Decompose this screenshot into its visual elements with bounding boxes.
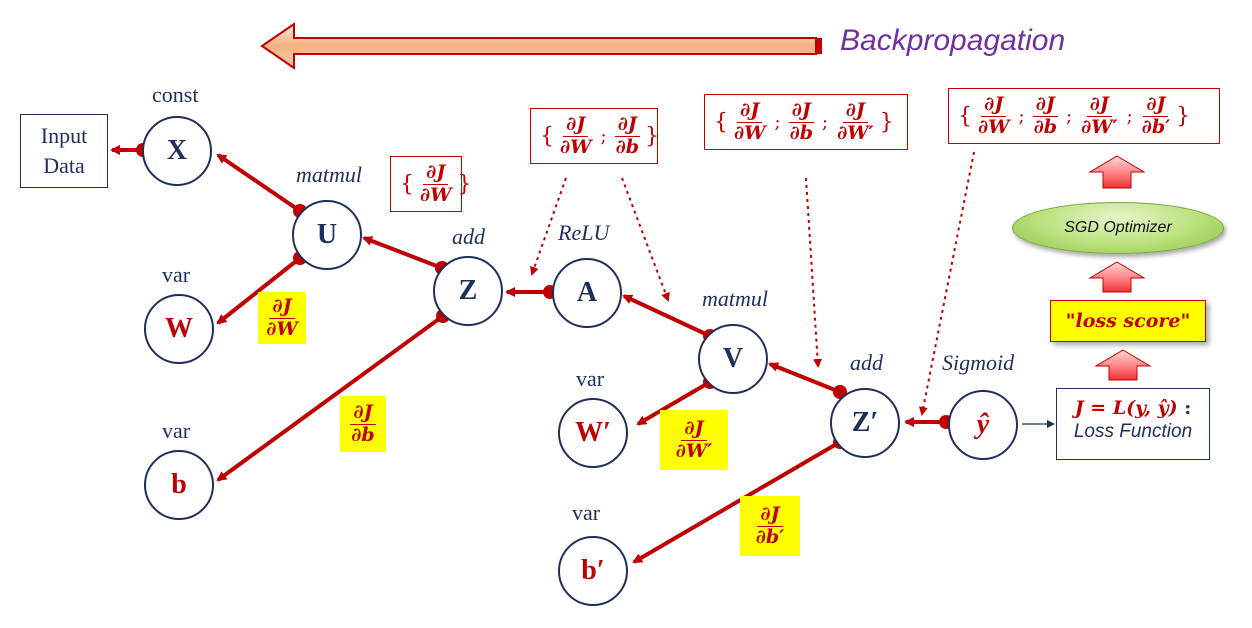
grad-set-a-term-0: ∂J ∂W: [560, 112, 592, 158]
node-b: b: [144, 450, 214, 520]
grad-set-top-term-3: ∂J ∂b′: [1141, 92, 1171, 138]
node-v: V: [698, 324, 768, 394]
edge-z-u: [362, 236, 443, 270]
grad-set-z2-term-1: ∂J ∂b: [788, 98, 814, 144]
node-b-label: var: [162, 418, 191, 443]
loss-function-name: Loss Function: [1073, 421, 1193, 442]
input-data-line2: Data: [43, 153, 85, 178]
grad-set-top-term-0: ∂J ∂W: [978, 92, 1010, 138]
grad-set-u-open: {: [400, 171, 414, 197]
dotted-to-v: [621, 177, 670, 302]
edge-z-b: [216, 314, 445, 482]
node-yhat-label: Sigmoid: [942, 350, 1015, 375]
edge-v-w2: [636, 380, 712, 426]
node-x: X: [142, 116, 212, 186]
backprop-arrow: [260, 22, 822, 70]
edge-u-w: [216, 256, 302, 325]
sgd-optimizer: SGD Optimizer: [1012, 202, 1224, 254]
node-w: W: [144, 294, 214, 364]
up-arrow: [1088, 155, 1152, 381]
node-a-label: ReLU: [558, 220, 610, 245]
edge-grad-b: ∂J ∂b: [340, 396, 386, 452]
node-z2-label: add: [850, 350, 883, 375]
grad-set-a: { ∂J ∂W ; ∂J ∂b }: [530, 108, 659, 164]
loss-score-box: "loss score": [1050, 300, 1206, 342]
edge-u-x: [216, 153, 302, 213]
node-w-label: var: [162, 262, 191, 287]
page-title: Backpropagation: [840, 24, 1066, 57]
dotted-to-z: [530, 177, 567, 276]
node-yhat: ŷ: [948, 390, 1018, 460]
edge-grad-b2: ∂J ∂b′: [740, 496, 800, 556]
grad-set-u-close: }: [457, 171, 472, 197]
node-b2: b′: [558, 536, 628, 606]
grad-set-z2-term-2: ∂J ∂W′: [837, 98, 874, 144]
grad-set-a-term-1: ∂J ∂b: [614, 112, 640, 158]
edge-grad-w: ∂J ∂W: [258, 292, 306, 344]
node-a: A: [552, 258, 622, 328]
grad-set-u: { ∂J ∂W }: [390, 156, 472, 212]
node-z-label: add: [452, 224, 485, 249]
node-u-label: matmul: [296, 162, 362, 187]
node-w2-label: var: [576, 366, 605, 391]
edge-grad-w2: ∂J ∂W′: [660, 410, 728, 470]
edge-z2-v: [768, 362, 841, 394]
input-data-line1: Input: [40, 123, 88, 148]
grad-set-top-term-2: ∂J ∂W′: [1081, 92, 1118, 138]
loss-function-box: J = L(y, ŷ) : Loss Function: [1056, 388, 1210, 460]
edge-v-a: [622, 294, 711, 338]
grad-set-u-term-0: ∂J ∂W: [420, 160, 452, 206]
node-x-label: const: [152, 82, 199, 107]
grad-set-z2: { ∂J ∂W ; ∂J ∂b ; ∂J ∂W′ }: [704, 94, 908, 150]
grad-set-z2-term-0: ∂J ∂W: [734, 98, 766, 144]
dotted-to-z2-from-box: [805, 177, 823, 368]
node-v-label: matmul: [702, 286, 768, 311]
edge-z2-b2: [632, 440, 842, 564]
node-z2: Z′: [830, 388, 900, 458]
loss-equation: J = L(y, ŷ) :: [1074, 397, 1192, 419]
node-w2: W′: [558, 398, 628, 468]
node-b2-label: var: [572, 500, 601, 525]
dotted-to-z2-from-top: [918, 151, 975, 416]
input-data-box: Input Data: [20, 114, 108, 188]
grad-set-top-term-1: ∂J ∂b: [1032, 92, 1058, 138]
node-z: Z: [433, 256, 503, 326]
grad-set-top: { ∂J ∂W ; ∂J ∂b ; ∂J ∂W′ ; ∂J ∂b′ }: [948, 88, 1220, 144]
node-u: U: [292, 200, 362, 270]
